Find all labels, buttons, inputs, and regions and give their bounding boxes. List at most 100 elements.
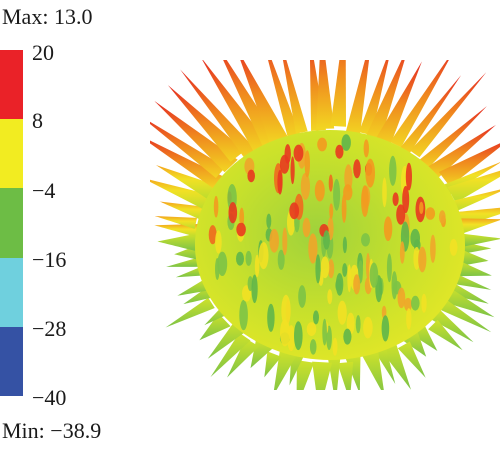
- pattern-bump: [342, 263, 348, 277]
- pattern-spike: [365, 60, 405, 142]
- pattern-spike: [227, 338, 259, 378]
- pattern-spike: [390, 60, 449, 148]
- pattern-bump: [410, 228, 421, 248]
- pattern-bump: [361, 185, 369, 217]
- pattern-bump: [381, 315, 390, 342]
- pattern-bump: [217, 251, 228, 276]
- pattern-spike: [373, 61, 422, 148]
- pattern-spike: [202, 60, 270, 153]
- pattern-spike: [150, 140, 224, 190]
- pattern-bump: [315, 254, 321, 284]
- pattern-spike: [150, 179, 213, 211]
- pattern-bump: [421, 293, 427, 313]
- pattern-bump: [213, 195, 219, 218]
- pattern-bump: [314, 179, 325, 202]
- pattern-spike: [154, 224, 199, 237]
- pattern-bump: [317, 137, 327, 152]
- pattern-bump: [346, 312, 355, 335]
- pattern-bump: [392, 192, 399, 206]
- pattern-spike: [462, 233, 500, 247]
- pattern-spike: [282, 60, 308, 134]
- pattern-bump: [343, 328, 352, 345]
- pattern-bump: [406, 308, 412, 330]
- pattern-bump: [383, 216, 393, 241]
- pattern-bump: [363, 139, 369, 158]
- pattern-bump: [405, 162, 412, 191]
- pattern-bump: [306, 322, 317, 337]
- pattern-spike: [431, 309, 474, 343]
- pattern-bump: [353, 274, 361, 295]
- pattern-bump: [386, 253, 392, 283]
- pattern-bump: [300, 172, 310, 200]
- pattern-bump: [269, 228, 279, 253]
- colorbar-band-3: [0, 188, 23, 258]
- pattern-bump: [419, 201, 424, 214]
- pattern-spike: [427, 124, 497, 179]
- pattern-bump: [247, 169, 255, 183]
- colorbar: [0, 50, 23, 397]
- pattern-bump: [294, 321, 303, 351]
- pattern-spike: [327, 357, 341, 390]
- pattern-bump: [323, 230, 330, 250]
- pattern-bump: [335, 273, 344, 296]
- pattern-bump: [418, 246, 427, 273]
- min-value-label: Min: −38.9: [2, 418, 102, 443]
- pattern-bump: [228, 202, 238, 224]
- pattern-spike: [374, 346, 396, 384]
- pattern-spike: [397, 341, 426, 378]
- pattern-bump: [347, 264, 352, 293]
- pattern-spike: [447, 170, 500, 203]
- pattern-bump: [337, 300, 347, 325]
- pattern-spike: [154, 100, 238, 173]
- max-value-label: Max: 13.0: [2, 4, 93, 29]
- pattern-bump: [281, 294, 291, 327]
- pattern-bump: [322, 318, 327, 346]
- pattern-spike: [159, 201, 208, 221]
- pattern-spike: [330, 60, 346, 127]
- pattern-bump: [404, 297, 412, 312]
- colorbar-tick-m4: −4: [32, 178, 56, 203]
- pattern-spike: [456, 261, 492, 277]
- pattern-spike: [167, 85, 245, 162]
- pattern-spike: [154, 216, 197, 229]
- colorbar-tick-8: 8: [32, 108, 43, 133]
- pattern-bump: [332, 337, 338, 356]
- pattern-bump: [396, 204, 406, 225]
- pattern-bump: [277, 169, 283, 195]
- pattern-bump: [236, 251, 244, 266]
- colorbar-tick-m16: −16: [32, 247, 67, 272]
- colorbar-band-4: [0, 257, 23, 327]
- pattern-spike: [316, 60, 335, 129]
- pattern-bump: [328, 259, 335, 279]
- pattern-bump: [402, 185, 410, 214]
- pattern-spike: [240, 60, 289, 144]
- pattern-bump: [369, 262, 379, 288]
- pattern-bump: [327, 289, 333, 305]
- pattern-bump: [333, 178, 341, 211]
- pattern-spike: [439, 286, 495, 318]
- pattern-spike: [362, 351, 384, 390]
- pattern-bump: [258, 242, 269, 270]
- pattern-spike: [345, 60, 370, 137]
- pattern-spike: [460, 249, 489, 266]
- pattern-spike: [150, 121, 226, 178]
- pattern-spike: [312, 361, 333, 390]
- pattern-spike: [337, 361, 354, 390]
- pattern-bump: [411, 295, 420, 311]
- pattern-bump: [313, 310, 319, 325]
- pattern-bump: [302, 217, 311, 238]
- pattern-spike: [439, 299, 491, 333]
- pattern-bump: [309, 339, 317, 355]
- pattern-bump: [389, 155, 397, 186]
- pattern-bump: [365, 158, 375, 188]
- colorbar-tick-m28: −28: [32, 316, 67, 341]
- pattern-bump: [277, 249, 285, 270]
- pattern-bump: [341, 134, 351, 151]
- pattern-bump: [397, 287, 406, 309]
- pattern-spike: [398, 74, 462, 156]
- pattern-bump: [320, 256, 330, 279]
- pattern-bump: [279, 154, 290, 174]
- pattern-bump: [355, 315, 361, 334]
- pattern-spike: [210, 332, 251, 378]
- pattern-bump: [399, 241, 405, 264]
